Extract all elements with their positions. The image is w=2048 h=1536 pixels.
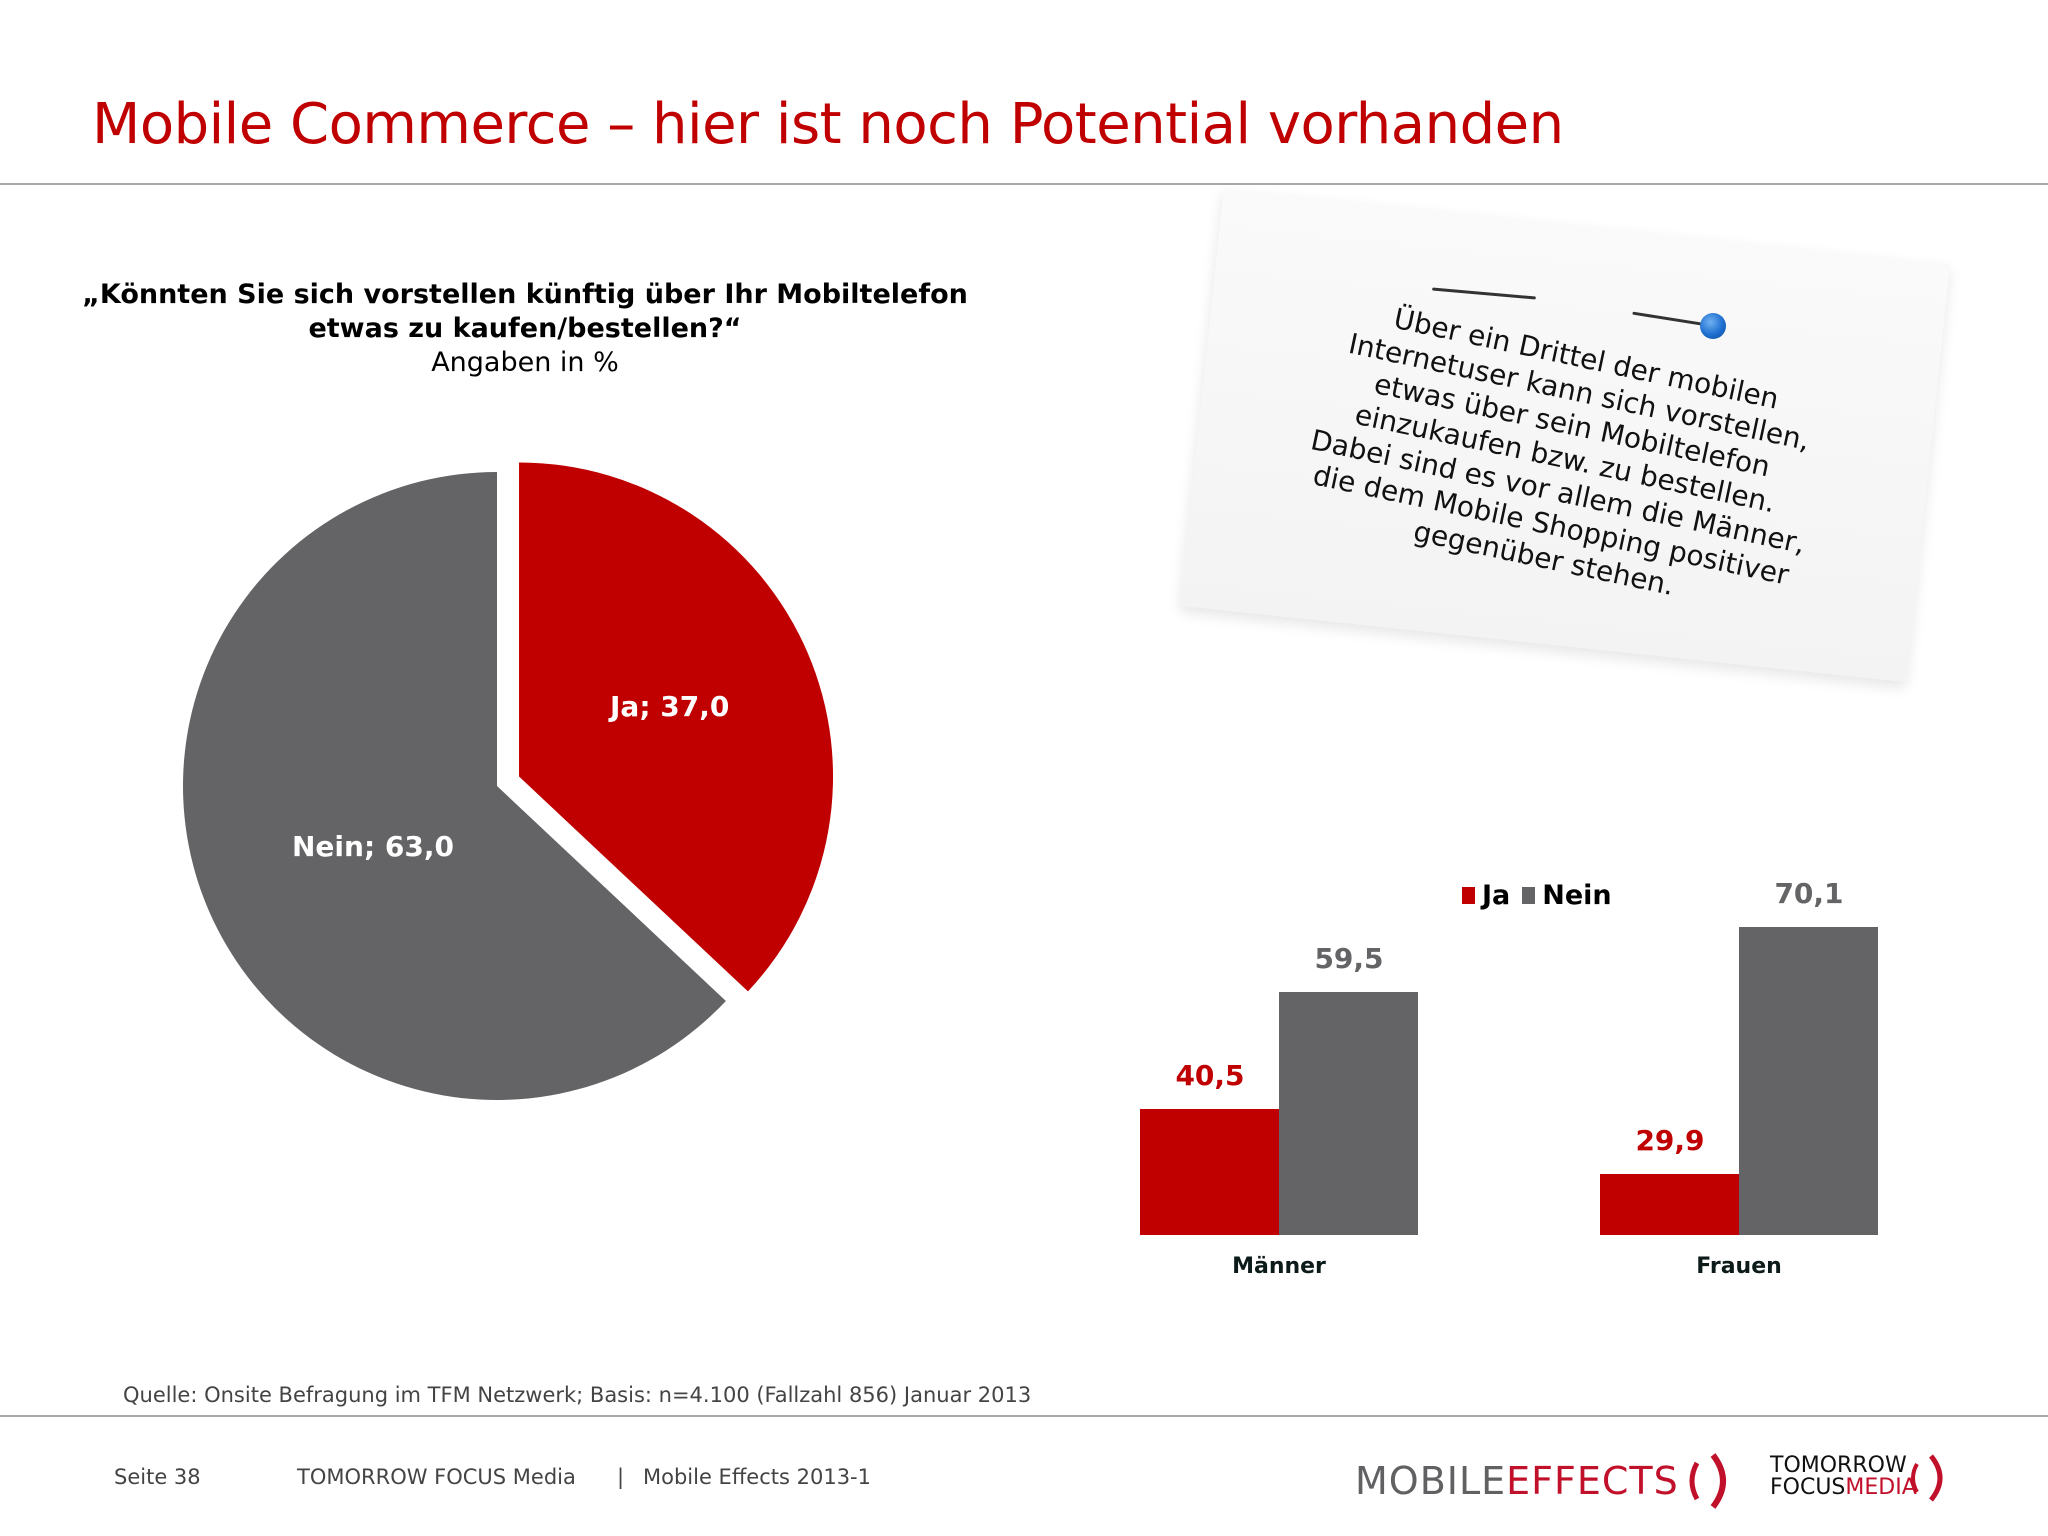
bar-nein-maenner bbox=[1279, 992, 1418, 1235]
legend-item-nein: Nein bbox=[1522, 880, 1612, 911]
bar-chart-legend: Ja Nein bbox=[1462, 880, 1624, 911]
logo-text-effects: EFFECTS bbox=[1506, 1459, 1679, 1503]
logo-text-focus: FOCUS bbox=[1770, 1475, 1846, 1500]
header-divider bbox=[0, 183, 2048, 185]
bar-ja-maenner bbox=[1140, 1108, 1279, 1235]
mobile-effects-logo: MOBILE EFFECTS bbox=[1355, 1453, 1735, 1509]
footer-report: Mobile Effects 2013-1 bbox=[643, 1465, 871, 1489]
footer-divider bbox=[0, 1415, 2048, 1417]
page-number: Seite 38 bbox=[114, 1465, 201, 1489]
bar-value-label: 40,5 bbox=[1175, 1058, 1245, 1092]
blue-pushpin-icon bbox=[1700, 313, 1726, 339]
legend-swatch-ja bbox=[1462, 887, 1475, 904]
legend-label: Ja bbox=[1482, 880, 1511, 911]
tfm-parentheses-icon bbox=[1911, 1454, 1943, 1502]
category-label: Männer bbox=[1232, 1254, 1326, 1279]
logo-text-tomorrow: TOMORROW bbox=[1770, 1453, 1907, 1478]
bar-value-label: 29,9 bbox=[1635, 1124, 1705, 1158]
question-line-1: „Könnten Sie sich vorstellen künftig übe… bbox=[82, 279, 968, 310]
legend-label: Nein bbox=[1542, 880, 1612, 911]
bar-value-label: 70,1 bbox=[1774, 876, 1844, 910]
pie-label-nein: Nein; 63,0 bbox=[292, 830, 454, 863]
logo-text-media: MEDIA bbox=[1845, 1475, 1917, 1500]
logo-text-mobile: MOBILE bbox=[1355, 1459, 1507, 1503]
pie-label-ja: Ja; 37,0 bbox=[610, 690, 730, 723]
page-title: Mobile Commerce – hier ist noch Potentia… bbox=[92, 92, 1564, 157]
bar-ja-frauen bbox=[1600, 1174, 1739, 1235]
footer-separator: | bbox=[617, 1465, 625, 1489]
category-label: Frauen bbox=[1696, 1254, 1782, 1279]
logo-parentheses-icon bbox=[1689, 1453, 1726, 1509]
bar-nein-frauen bbox=[1739, 926, 1878, 1235]
question-line-2: etwas zu kaufen/bestellen?“ bbox=[308, 313, 742, 344]
chart-question: „Könnten Sie sich vorstellen künftig übe… bbox=[40, 278, 1010, 380]
source-note: Quelle: Onsite Befragung im TFM Netzwerk… bbox=[123, 1383, 1032, 1407]
legend-swatch-nein bbox=[1522, 887, 1536, 904]
bar-value-label: 59,5 bbox=[1314, 942, 1384, 975]
legend-item-ja: Ja bbox=[1462, 880, 1510, 911]
footer-company: TOMORROW FOCUS Media bbox=[297, 1465, 576, 1489]
unit-label: Angaben in % bbox=[431, 347, 619, 378]
tomorrow-focus-media-logo: TOMORROW FOCUSMEDIA bbox=[1770, 1455, 1917, 1499]
